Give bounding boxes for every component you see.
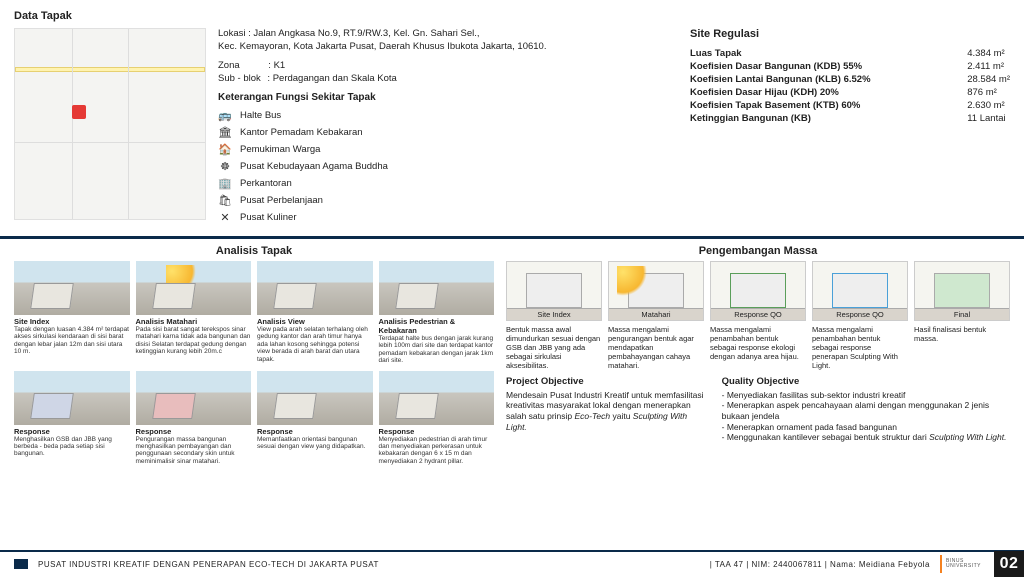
analysis-thumb — [257, 371, 373, 425]
footer: PUSAT INDUSTRI KREATIF DENGAN PENERAPAN … — [0, 550, 1024, 576]
analysis-title: Analisis Tapak — [14, 245, 494, 257]
analysis-item-title: Response — [257, 427, 373, 436]
culinary-icon: ✕ — [218, 211, 232, 224]
analysis-item-desc: Menyediakan pedestrian di arah timur dan… — [379, 436, 495, 466]
mass-thumb: Response QO — [812, 261, 908, 321]
mass-title: Pengembangan Massa — [506, 245, 1010, 257]
location-line1: Lokasi : Jalan Angkasa No.9, RT.9/RW.3, … — [218, 28, 678, 41]
legend-item: Kantor Pemadam Kebakaran — [240, 127, 363, 138]
mass-stage-label: Final — [915, 308, 1009, 320]
analysis-item-title: Analisis Pedestrian & Kebakaran — [379, 317, 495, 335]
reg-label: Luas Tapak — [690, 48, 951, 59]
reg-value: 2.411 m² — [967, 61, 1010, 72]
quality-item: Menerapkan aspek pencahayaan alami denga… — [722, 400, 1010, 421]
analysis-thumb — [136, 371, 252, 425]
analysis-thumb — [14, 371, 130, 425]
mass-stage-label: Matahari — [609, 308, 703, 320]
legend-item: Pusat Kuliner — [240, 212, 297, 223]
analysis-item-title: Analisis Matahari — [136, 317, 252, 326]
analysis-item-title: Response — [14, 427, 130, 436]
mass-stage-label: Response QO — [711, 308, 805, 320]
legend-item: Pusat Kebudayaan Agama Buddha — [240, 161, 388, 172]
analysis-item-desc: Menghasilkan GSB dan JBB yang berbeda - … — [14, 436, 130, 458]
analysis-item-desc: Pengurangan massa bangunan menghasilkan … — [136, 436, 252, 466]
location-line2: Kec. Kemayoran, Kota Jakarta Pusat, Daer… — [218, 41, 678, 54]
reg-label: Koefisien Tapak Basement (KTB) 60% — [690, 100, 951, 111]
analysis-item-title: Response — [136, 427, 252, 436]
subblok-value: : Perdagangan dan Skala Kota — [267, 73, 396, 84]
footer-title: PUSAT INDUSTRI KREATIF DENGAN PENERAPAN … — [38, 560, 710, 569]
reg-value: 28.584 m² — [967, 74, 1010, 85]
regulation-title: Site Regulasi — [690, 28, 1010, 40]
buddha-icon: ☸ — [218, 160, 232, 173]
mass-row: Site Index Matahari Response QO Response… — [506, 261, 1010, 321]
project-objective-title: Project Objective — [506, 376, 706, 387]
reg-value: 4.384 m² — [967, 48, 1010, 59]
analysis-thumb — [136, 261, 252, 315]
mass-stage-desc: Massa mengalami penambahan bentuk sebaga… — [812, 325, 908, 370]
house-icon: 🏠 — [218, 143, 232, 156]
quality-item: Menyediakan fasilitas sub-sektor industr… — [722, 390, 1010, 401]
mass-thumb: Site Index — [506, 261, 602, 321]
analysis-item-title: Site Index — [14, 317, 130, 326]
subblok-label: Sub - blok — [218, 73, 261, 84]
legend-item: Halte Bus — [240, 110, 281, 121]
location-text: Lokasi : Jalan Angkasa No.9, RT.9/RW.3, … — [218, 28, 678, 54]
quality-item: Menerapkan ornament pada fasad bangunan — [722, 422, 1010, 433]
mass-stage-label: Site Index — [507, 308, 601, 320]
office-icon: 🏢 — [218, 177, 232, 190]
footer-accent — [14, 559, 28, 569]
fire-icon: 🏛 — [218, 126, 232, 139]
analysis-item-desc: Pada sisi barat sangat terekspos sinar m… — [136, 326, 252, 356]
quality-item: Menggunakan kantilever sebagai bentuk st… — [722, 432, 1010, 443]
reg-label: Koefisien Lantai Bangunan (KLB) 6.52% — [690, 74, 951, 85]
quality-objective-list: Menyediakan fasilitas sub-sektor industr… — [722, 390, 1010, 443]
analysis-item-desc: View pada arah selatan terhalang oleh ge… — [257, 326, 373, 363]
analysis-item-desc: Tapak dengan luasan 4.384 m² terdapat ak… — [14, 326, 130, 356]
quality-objective-title: Quality Objective — [722, 376, 1010, 387]
regulation-table: Luas Tapak 4.384 m² Koefisien Dasar Bangu… — [690, 48, 1010, 124]
reg-label: Ketinggian Bangunan (KB) — [690, 113, 951, 124]
footer-meta: | TAA 47 | NIM: 2440067811 | Nama: Meidi… — [710, 560, 930, 569]
reg-value: 11 Lantai — [967, 113, 1010, 124]
analysis-thumb — [379, 371, 495, 425]
mass-stage-desc: Hasil finalisasi bentuk massa. — [914, 325, 1010, 370]
analysis-thumb — [257, 261, 373, 315]
mass-thumb: Response QO — [710, 261, 806, 321]
shop-icon: 🛍 — [218, 194, 232, 207]
analysis-grid: Site IndexTapak dengan luasan 4.384 m² t… — [14, 261, 494, 466]
analysis-thumb — [14, 261, 130, 315]
analysis-thumb — [379, 261, 495, 315]
legend-item: Perkantoran — [240, 178, 292, 189]
university-logo: BINUSUNIVERSITY — [940, 555, 986, 573]
section-divider — [0, 236, 1024, 239]
mass-stage-desc: Massa mengalami penambahan bentuk sebaga… — [710, 325, 806, 370]
page-title: Data Tapak — [14, 10, 206, 22]
reg-value: 876 m² — [967, 87, 1010, 98]
legend-item: Pemukiman Warga — [240, 144, 320, 155]
page-number: 02 — [994, 551, 1024, 577]
mass-thumb: Matahari — [608, 261, 704, 321]
mass-stage-desc: Massa mengalami pengurangan bentuk agar … — [608, 325, 704, 370]
bus-icon: 🚌 — [218, 109, 232, 122]
project-objective-text: Mendesain Pusat Industri Kreatif untuk m… — [506, 390, 706, 433]
legend-title: Keterangan Fungsi Sekitar Tapak — [218, 92, 678, 103]
mass-thumb: Final — [914, 261, 1010, 321]
zona-label: Zona — [218, 60, 240, 71]
analysis-item-desc: Terdapat halte bus dengan jarak kurang l… — [379, 335, 495, 365]
reg-label: Koefisien Dasar Hijau (KDH) 20% — [690, 87, 951, 98]
zona-value: : K1 — [268, 60, 285, 71]
analysis-item-title: Response — [379, 427, 495, 436]
mass-stage-desc: Bentuk massa awal dimundurkan sesuai den… — [506, 325, 602, 370]
analysis-item-title: Analisis View — [257, 317, 373, 326]
legend-item: Pusat Perbelanjaan — [240, 195, 323, 206]
analysis-item-desc: Memanfaatkan orientasi bangunan sesuai d… — [257, 436, 373, 451]
reg-value: 2.630 m² — [967, 100, 1010, 111]
site-map — [14, 28, 206, 220]
mass-stage-label: Response QO — [813, 308, 907, 320]
legend-list: 🚌 Halte Bus 🏛 Kantor Pemadam Kebakaran 🏠 Pe… — [218, 107, 678, 226]
reg-label: Koefisien Dasar Bangunan (KDB) 55% — [690, 61, 951, 72]
